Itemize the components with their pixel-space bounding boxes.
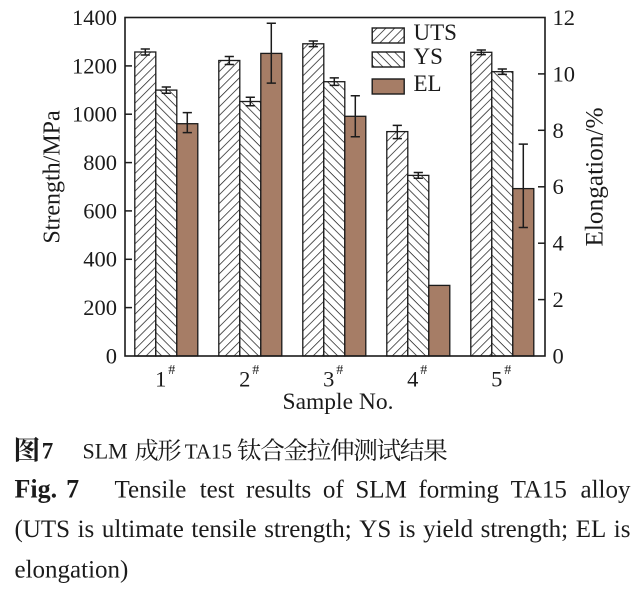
svg-text:5: 5 (491, 367, 502, 392)
svg-text:12: 12 (553, 5, 576, 30)
svg-text:200: 200 (83, 295, 117, 320)
svg-text:1000: 1000 (72, 102, 117, 127)
svg-text:SLM: SLM (355, 477, 406, 504)
svg-text:1400: 1400 (72, 5, 117, 30)
svg-text:#: # (504, 363, 511, 378)
svg-text:#: # (168, 363, 175, 378)
svg-text:600: 600 (83, 198, 117, 223)
svg-text:2: 2 (553, 287, 564, 312)
svg-text:elongation): elongation) (15, 557, 129, 584)
svg-text:is: is (78, 516, 95, 543)
svg-text:forming: forming (418, 477, 499, 504)
svg-text:#: # (252, 363, 259, 378)
svg-text:400: 400 (83, 247, 117, 272)
svg-text:(UTS: (UTS (15, 516, 71, 543)
svg-text:tensile: tensile (191, 516, 256, 543)
svg-text:0: 0 (106, 343, 117, 368)
svg-text:6: 6 (553, 174, 564, 199)
svg-text:test: test (200, 477, 235, 504)
svg-text:EL: EL (576, 516, 607, 543)
svg-text:#: # (420, 363, 427, 378)
svg-text:Fig.: Fig. (15, 475, 58, 504)
svg-text:strength;: strength; (481, 516, 568, 543)
svg-text:3: 3 (323, 367, 334, 392)
svg-text:strength;: strength; (264, 516, 352, 543)
svg-text:results: results (246, 477, 311, 504)
svg-text:alloy: alloy (581, 477, 631, 504)
svg-text:UTS: UTS (414, 20, 457, 45)
svg-text:EL: EL (414, 71, 442, 96)
svg-text:4: 4 (553, 231, 564, 256)
svg-text:0: 0 (553, 343, 564, 368)
svg-text:of: of (323, 477, 345, 504)
svg-text:TA15: TA15 (185, 440, 232, 464)
svg-text:1200: 1200 (72, 53, 117, 78)
svg-text:1: 1 (155, 367, 166, 392)
svg-text:SLM: SLM (83, 439, 128, 464)
svg-text:yield: yield (423, 516, 473, 543)
svg-text:is: is (399, 516, 416, 543)
svg-text:2: 2 (239, 367, 250, 392)
svg-text:7: 7 (66, 475, 79, 504)
svg-text:7: 7 (42, 439, 54, 464)
svg-text:TA15: TA15 (511, 477, 567, 504)
svg-text:YS: YS (359, 516, 391, 543)
svg-text:YS: YS (414, 44, 443, 69)
svg-text:is: is (614, 516, 631, 543)
svg-text:ultimate: ultimate (102, 516, 184, 543)
svg-text:Elongation/%: Elongation/% (581, 107, 609, 246)
svg-text:10: 10 (553, 61, 576, 86)
svg-text:800: 800 (83, 150, 117, 175)
svg-text:8: 8 (553, 118, 564, 143)
svg-text:Sample No.: Sample No. (283, 389, 394, 415)
svg-text:#: # (336, 363, 343, 378)
svg-text:4: 4 (407, 367, 418, 392)
svg-text:Strength/MPa: Strength/MPa (40, 110, 66, 244)
svg-text:Tensile: Tensile (115, 477, 187, 504)
